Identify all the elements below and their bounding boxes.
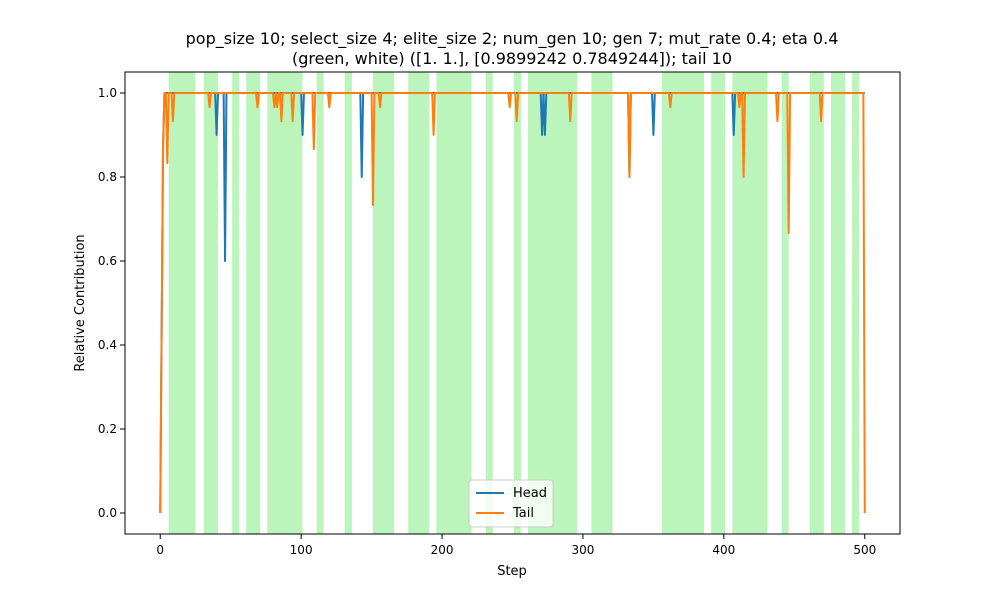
x-tick-label: 400 [712,543,735,557]
shaded-region [436,72,472,534]
y-tick-label: 0.4 [98,338,117,352]
shaded-region [246,72,261,534]
shaded-region [316,72,324,534]
shaded-region [830,72,846,534]
y-tick-label: 0.8 [98,170,117,184]
shaded-region [485,72,493,534]
axis-ticks: 0 100 200 300 400 500 0.0 0.2 0.4 0.6 0.8 1.0 [98,86,876,557]
shaded-region [408,72,430,534]
x-tick-label: 300 [572,543,595,557]
shaded-region [267,72,303,534]
y-tick-label: 1.0 [98,86,117,100]
axes-frame [124,71,901,535]
shaded-region [809,72,824,534]
shaded-region [732,72,768,534]
shaded-region [852,72,860,534]
legend-box [468,479,554,528]
legend-label-head: Head [513,486,547,501]
x-tick-label: 0 [156,543,164,557]
shaded-region [513,72,521,534]
x-axis-label: Step [497,564,527,579]
y-tick-label: 0.0 [98,506,117,520]
legend-label-tail: Tail [512,506,534,521]
shaded-region [232,72,240,534]
shaded-region [168,72,196,534]
shaded-region [344,72,352,534]
plot-area [159,72,866,534]
x-tick-label: 100 [290,543,313,557]
shaded-region [373,72,395,534]
y-axis-label: Relative Contribution [73,234,88,371]
shaded-region [591,72,613,534]
chart-title-line-1: pop_size 10; select_size 4; elite_size 2… [186,29,839,49]
chart-title-line-2: (green, white) ([1. 1.], [0.9899242 0.78… [292,49,732,68]
shaded-region [203,72,218,534]
y-tick-label: 0.6 [98,254,117,268]
legend: Head Tail [468,479,554,528]
shaded-region [661,72,705,534]
shaded-region [711,72,726,534]
series-line-tail [159,92,866,514]
x-tick-label: 500 [853,543,876,557]
shaded-region [528,72,578,534]
y-tick-label: 0.2 [98,422,117,436]
x-tick-label: 200 [431,543,454,557]
shaded-region [781,72,789,534]
